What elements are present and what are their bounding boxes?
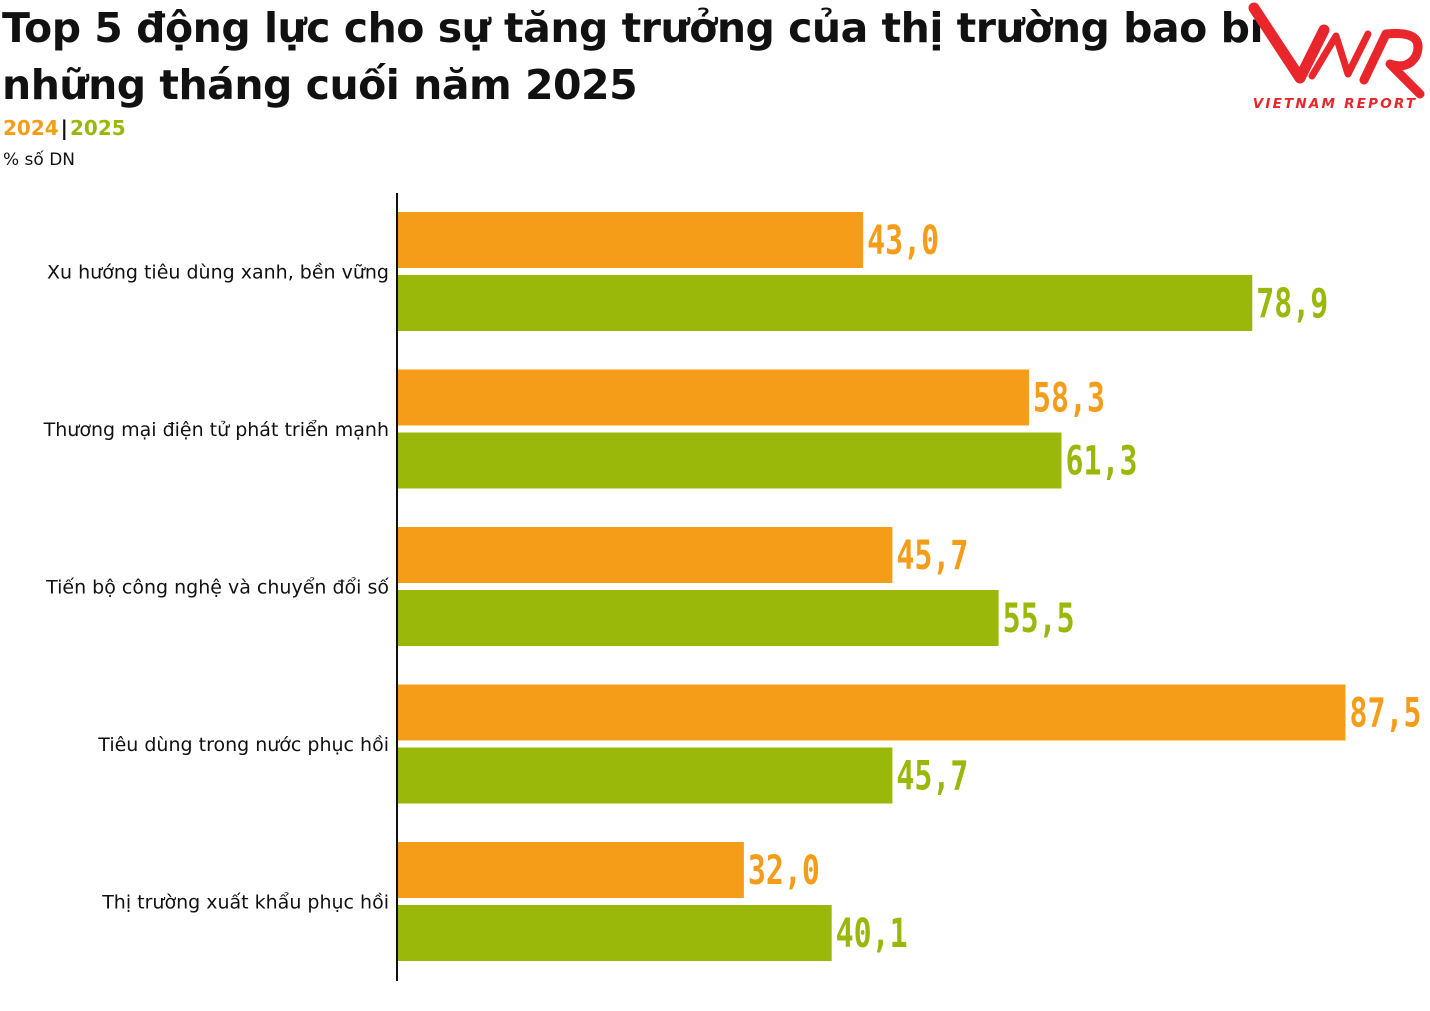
bar-2024 xyxy=(397,212,864,268)
logo-r-mark xyxy=(1359,28,1425,99)
bar-2024 xyxy=(397,527,893,583)
value-labels: 43,0 78,9 58,3 61,3 45,7 55,5 87,5 45,7 32,0 40,1 xyxy=(748,218,1422,957)
value-label-2024: 32,0 xyxy=(748,848,820,894)
bar-2024 xyxy=(397,842,744,898)
bar-2025 xyxy=(397,905,832,961)
value-label-2025: 55,5 xyxy=(1003,596,1075,642)
logo-tagline: VIETNAM REPORT xyxy=(1253,96,1418,112)
legend: 2024 | 2025 xyxy=(3,116,126,140)
vnr-logo: VIETNAM REPORT xyxy=(1248,2,1425,112)
logo-n-mark xyxy=(1308,30,1372,80)
category-label: Thị trường xuất khẩu phục hồi xyxy=(101,892,389,914)
chart-title-line-2: những tháng cuối năm 2025 xyxy=(2,61,638,109)
value-label-2025: 78,9 xyxy=(1256,281,1328,327)
category-label: Tiêu dùng trong nước phục hồi xyxy=(97,734,389,756)
bar-2024 xyxy=(397,684,1346,741)
unit-label: % số DN xyxy=(3,150,76,170)
legend-item-2025: 2025 xyxy=(69,116,126,140)
value-label-2025: 61,3 xyxy=(1065,439,1137,485)
value-label-2024: 58,3 xyxy=(1033,376,1105,422)
value-label-2024: 43,0 xyxy=(867,218,939,264)
value-label-2025: 45,7 xyxy=(896,754,968,800)
legend-item-2024: 2024 xyxy=(3,116,59,140)
category-labels: Xu hướng tiêu dùng xanh, bền vững Thương … xyxy=(43,262,390,914)
category-label: Thương mại điện tử phát triển mạnh xyxy=(43,419,389,441)
bar-2025 xyxy=(397,275,1253,331)
bar-2025 xyxy=(397,747,893,804)
bar-2024 xyxy=(397,369,1029,426)
value-label-2024: 45,7 xyxy=(896,533,968,579)
bar-2025 xyxy=(397,590,999,646)
bars xyxy=(397,212,1346,961)
value-label-2024: 87,5 xyxy=(1350,691,1422,737)
chart-title: Top 5 động lực cho sự tăng trưởng của th… xyxy=(2,0,1264,114)
bar-2025 xyxy=(397,432,1062,489)
legend-separator: | xyxy=(60,116,68,140)
chart-title-line-1: Top 5 động lực cho sự tăng trưởng của th… xyxy=(2,4,1264,52)
logo-v-mark xyxy=(1248,2,1330,84)
category-label: Xu hướng tiêu dùng xanh, bền vững xyxy=(47,262,389,284)
value-label-2025: 40,1 xyxy=(836,911,908,957)
category-label: Tiến bộ công nghệ và chuyển đổi số xyxy=(45,577,389,599)
